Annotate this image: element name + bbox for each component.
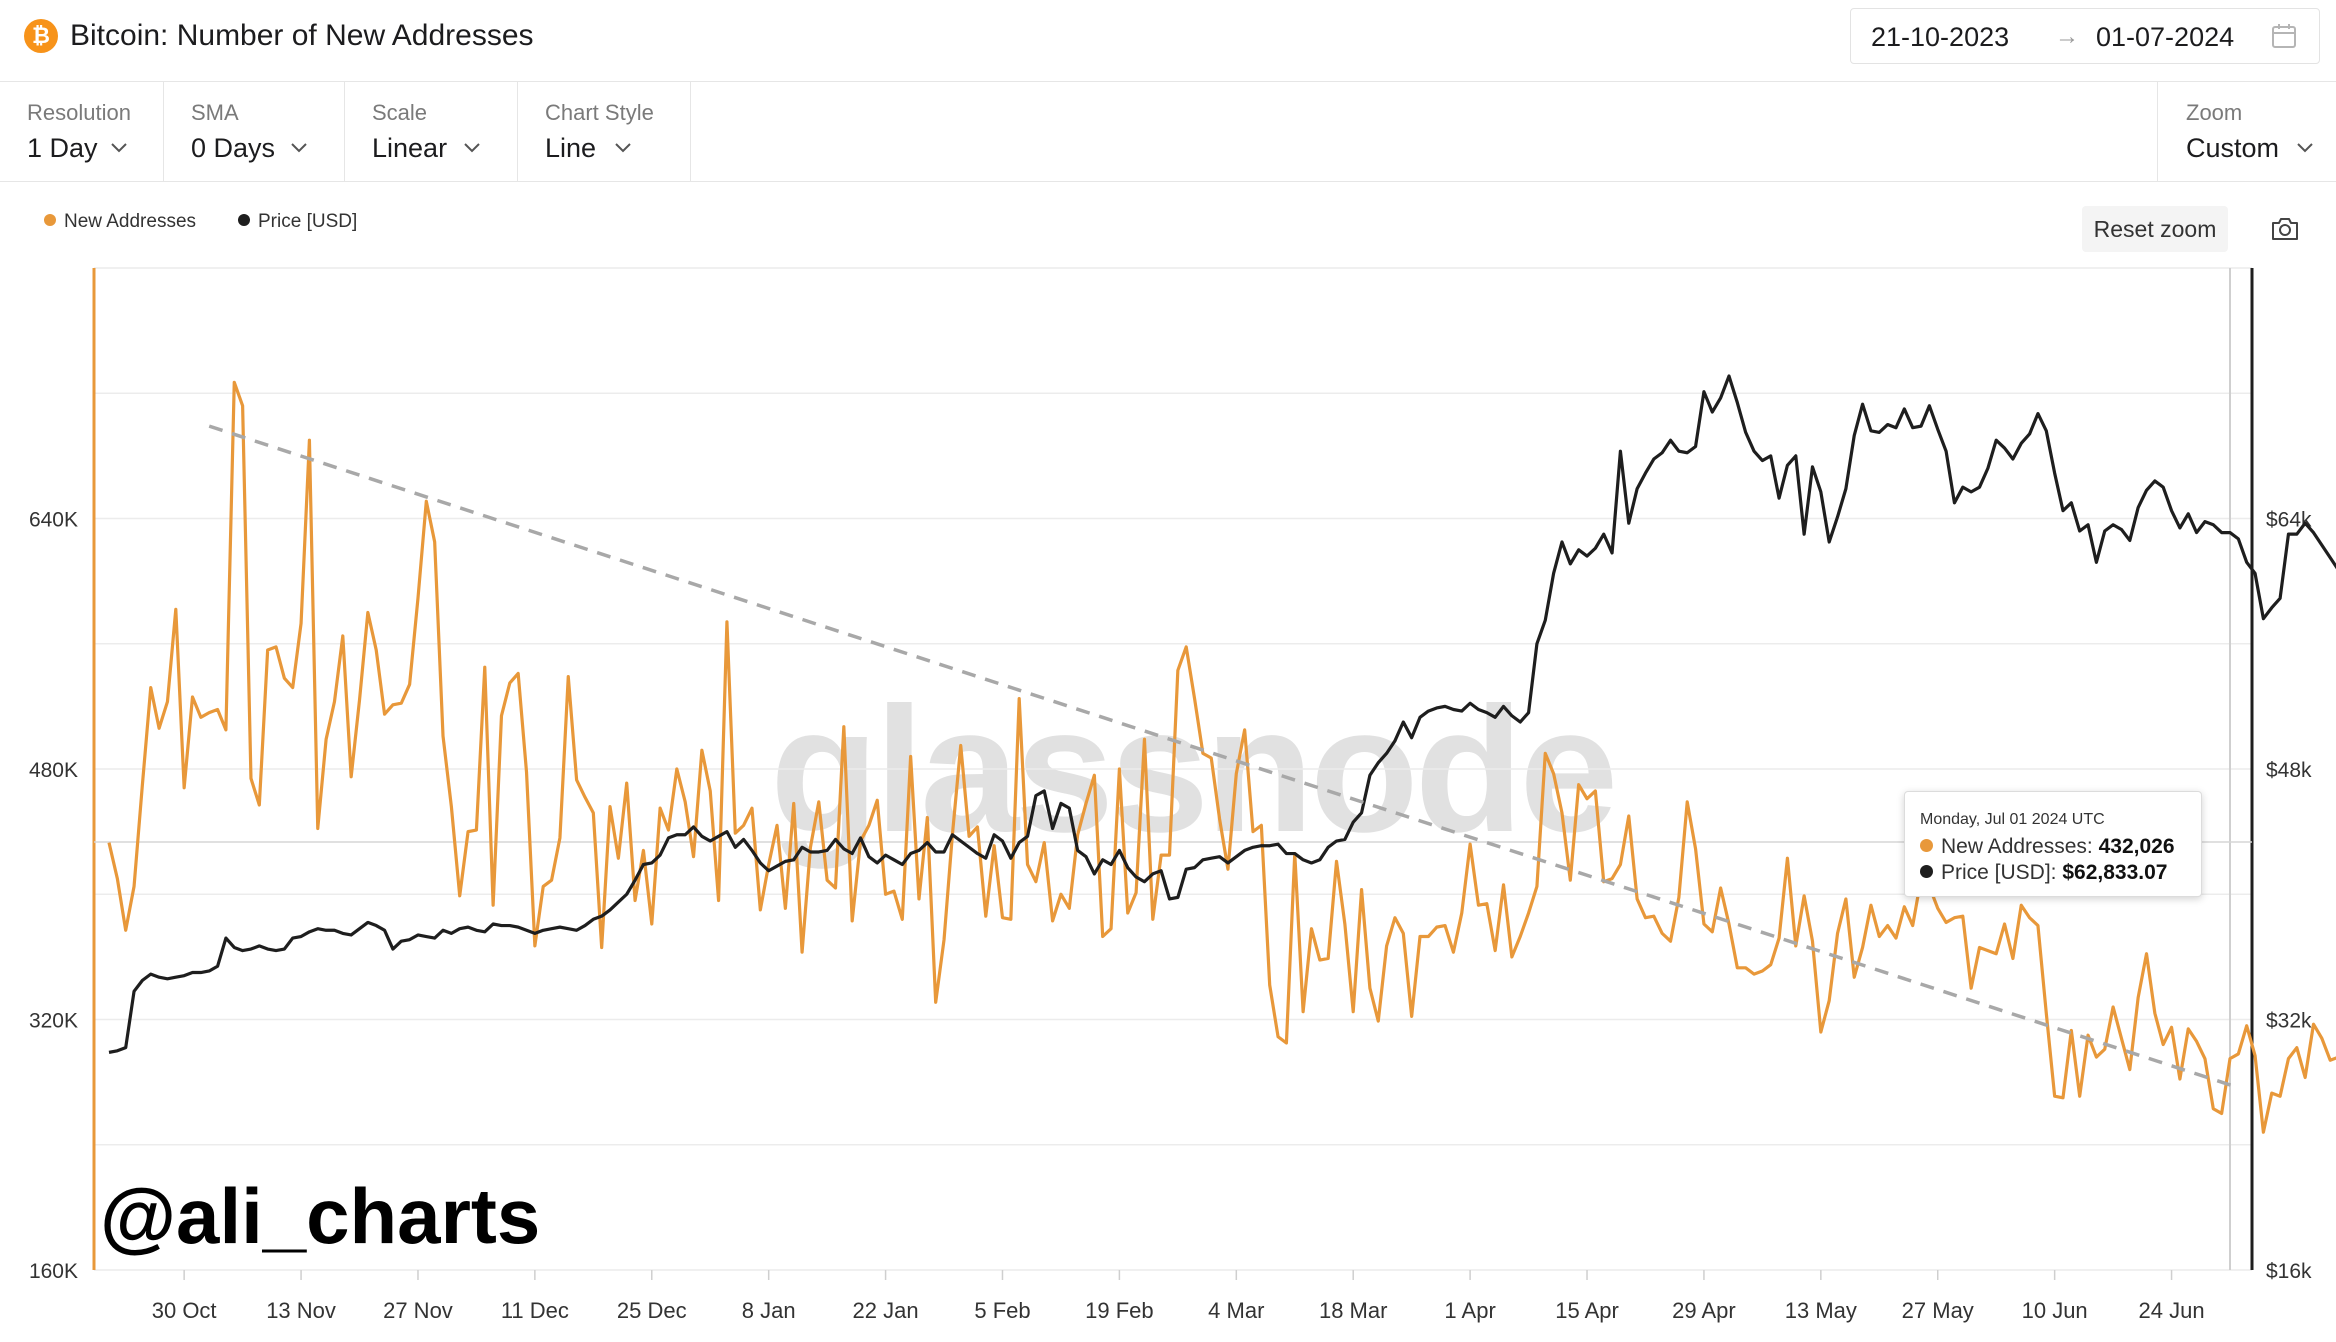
chevron-down-icon[interactable] bbox=[614, 142, 632, 154]
tooltip-label-new-addresses: New Addresses: bbox=[1941, 835, 2093, 858]
page-title: Bitcoin: Number of New Addresses bbox=[70, 19, 534, 52]
series-line-price bbox=[108, 374, 2336, 1054]
x-tick-label: 8 Jan bbox=[742, 1298, 796, 1323]
resolution-select[interactable]: Resolution 1 Day bbox=[0, 82, 164, 182]
y-axis-left: 160K 320K 480K 640K bbox=[29, 509, 78, 1284]
sma-value[interactable]: 0 Days bbox=[191, 133, 276, 163]
y-tick-label-right: $32k bbox=[2266, 1010, 2312, 1033]
date-start-field[interactable]: 21-10-2023 bbox=[1871, 22, 2010, 52]
tooltip-date: Monday, Jul 01 2024 UTC bbox=[1920, 811, 2105, 828]
y-tick-label-right: $16k bbox=[2266, 1260, 2312, 1283]
x-tick-label: 1 Apr bbox=[1444, 1298, 1495, 1323]
legend-item-new-addresses[interactable]: New Addresses bbox=[44, 210, 196, 234]
resolution-label: Resolution bbox=[27, 100, 131, 125]
header: ₿ Bitcoin: Number of New Addresses 21-10… bbox=[0, 0, 2336, 82]
legend-label-new-addresses: New Addresses bbox=[64, 211, 197, 232]
camera-icon[interactable] bbox=[2270, 216, 2300, 242]
x-axis: 30 Oct 13 Nov 27 Nov 11 Dec 25 Dec 8 Jan 22 Ja… bbox=[152, 1270, 2205, 1323]
legend-item-price[interactable]: Price [USD] bbox=[238, 210, 357, 234]
credit-watermark: @ali_charts bbox=[100, 1172, 541, 1260]
chart-controls: Resolution 1 Day SMA 0 Days Scale Linear… bbox=[0, 82, 2336, 182]
x-tick-label: 27 Nov bbox=[383, 1298, 453, 1323]
chevron-down-icon[interactable] bbox=[290, 142, 308, 154]
tooltip-label-price: Price [USD]: bbox=[1941, 861, 2057, 884]
x-tick-label: 25 Dec bbox=[617, 1298, 687, 1323]
tooltip-row-price: Price [USD]: $62,833.07 bbox=[1920, 860, 2167, 886]
chart-style-label: Chart Style bbox=[545, 100, 654, 125]
sma-select[interactable]: SMA 0 Days bbox=[164, 82, 345, 182]
y-tick-label-right: $48k bbox=[2266, 759, 2312, 782]
resolution-value[interactable]: 1 Day bbox=[27, 133, 98, 163]
sma-label: SMA bbox=[191, 100, 239, 125]
tooltip-value-price: $62,833.07 bbox=[2062, 861, 2168, 884]
x-tick-label: 4 Mar bbox=[1208, 1298, 1264, 1323]
chart-style-select[interactable]: Chart Style Line bbox=[518, 82, 691, 182]
legend-dot-new-addresses bbox=[44, 213, 56, 226]
x-tick-label: 24 Jun bbox=[2139, 1298, 2205, 1323]
tooltip-row-new-addresses: New Addresses: 432,026 bbox=[1920, 834, 2175, 860]
zoom-select[interactable]: Zoom Custom bbox=[2157, 82, 2336, 182]
series-line-new-addresses bbox=[107, 380, 2336, 1134]
tooltip-dot-price bbox=[1920, 864, 1933, 878]
x-tick-label: 29 Apr bbox=[1672, 1298, 1736, 1323]
x-tick-label: 19 Feb bbox=[1085, 1298, 1154, 1323]
grid bbox=[94, 267, 2252, 1271]
tooltip-dot-new-addresses bbox=[1920, 838, 1933, 852]
scale-value[interactable]: Linear bbox=[372, 133, 448, 163]
x-tick-label: 5 Feb bbox=[974, 1298, 1030, 1323]
x-tick-label: 11 Dec bbox=[501, 1298, 569, 1323]
legend-dot-price bbox=[238, 213, 250, 226]
x-tick-label: 13 May bbox=[1785, 1298, 1857, 1323]
scale-label: Scale bbox=[372, 100, 428, 125]
scale-select[interactable]: Scale Linear bbox=[345, 82, 518, 182]
chevron-down-icon[interactable] bbox=[2296, 142, 2314, 154]
date-range-picker[interactable]: 21-10-2023 → 01-07-2024 bbox=[1850, 8, 2320, 64]
zoom-label: Zoom bbox=[2186, 100, 2243, 125]
y-tick-label-left: 160K bbox=[29, 1260, 78, 1283]
chevron-down-icon[interactable] bbox=[463, 142, 481, 154]
x-tick-label: 30 Oct bbox=[152, 1298, 217, 1323]
calendar-icon[interactable] bbox=[2271, 23, 2297, 49]
chart-style-value[interactable]: Line bbox=[545, 133, 597, 163]
x-tick-label: 22 Jan bbox=[853, 1298, 919, 1323]
y-tick-label-left: 320K bbox=[29, 1010, 78, 1033]
zoom-value[interactable]: Custom bbox=[2186, 133, 2280, 163]
chevron-down-icon[interactable] bbox=[110, 142, 128, 154]
y-tick-label-left: 480K bbox=[29, 759, 78, 782]
legend-label-price: Price [USD] bbox=[258, 211, 358, 232]
arrow-right-icon: → bbox=[2055, 23, 2079, 50]
x-tick-label: 27 May bbox=[1902, 1298, 1974, 1323]
trendline bbox=[208, 424, 2237, 1089]
chart-tooltip: Monday, Jul 01 2024 UTC New Addresses: 4… bbox=[1904, 791, 2202, 897]
reset-zoom-button[interactable]: Reset zoom bbox=[2082, 206, 2228, 252]
date-end-field[interactable]: 01-07-2024 bbox=[2096, 22, 2235, 52]
y-tick-label-left: 640K bbox=[29, 509, 78, 532]
bitcoin-icon: ₿ bbox=[24, 19, 58, 53]
y-axis-right: $16k $32k $48k $64k bbox=[2266, 509, 2312, 1284]
y-tick-label-right: $64k bbox=[2266, 509, 2312, 532]
tooltip-value-new-addresses: 432,026 bbox=[2098, 835, 2175, 858]
x-tick-label: 13 Nov bbox=[266, 1298, 336, 1323]
x-tick-label: 15 Apr bbox=[1555, 1298, 1619, 1323]
x-tick-label: 18 Mar bbox=[1319, 1298, 1387, 1323]
x-tick-label: 10 Jun bbox=[2022, 1298, 2088, 1323]
